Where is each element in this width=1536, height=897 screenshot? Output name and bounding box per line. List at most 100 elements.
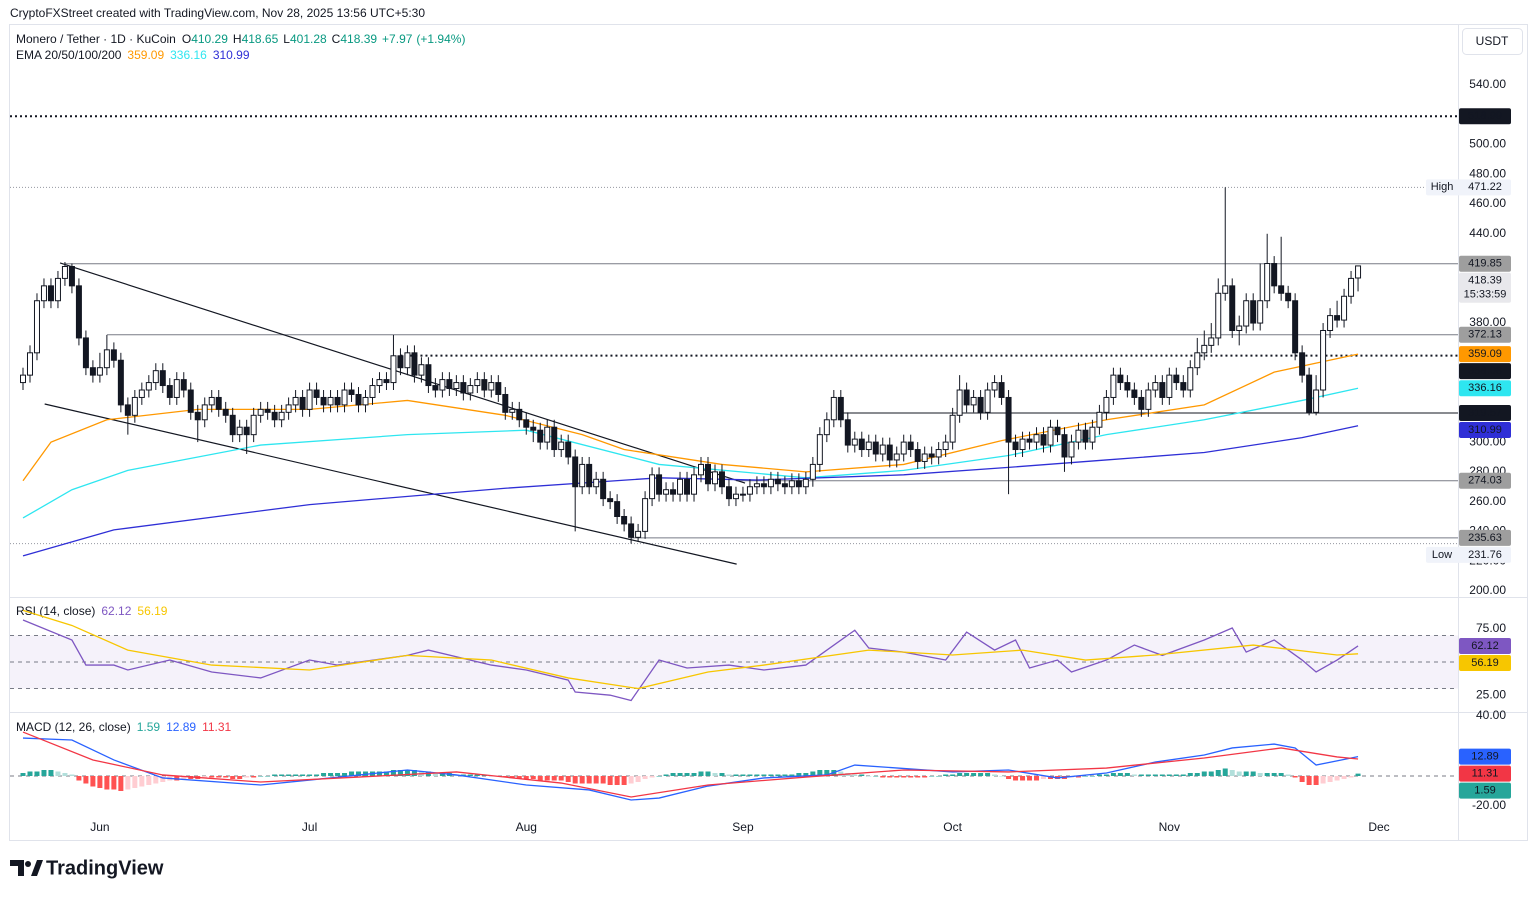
candle-body bbox=[802, 478, 809, 488]
candle-body bbox=[1194, 352, 1201, 369]
histogram-bar bbox=[873, 776, 879, 777]
candle-body bbox=[942, 441, 949, 451]
histogram-bar bbox=[27, 771, 33, 777]
histogram-bar bbox=[992, 774, 998, 777]
tag-value: 319.57 bbox=[1468, 407, 1502, 419]
histogram-bar bbox=[887, 776, 893, 778]
histogram-bar bbox=[1278, 773, 1284, 777]
candle-body bbox=[341, 389, 348, 406]
candle-body bbox=[1243, 300, 1250, 327]
tag-value: 274.03 bbox=[1468, 475, 1502, 487]
histogram-bar bbox=[335, 773, 341, 777]
histogram-bar bbox=[1264, 773, 1270, 777]
candle-body bbox=[1124, 382, 1131, 391]
candle-body bbox=[96, 367, 103, 376]
price-tag: Low 231.76 bbox=[1426, 546, 1511, 563]
histogram-bar bbox=[181, 776, 187, 779]
histogram-bar bbox=[866, 776, 872, 777]
candle-body bbox=[20, 374, 27, 384]
histogram-bar bbox=[1117, 773, 1123, 777]
candle-body bbox=[991, 382, 998, 391]
tag-value: 359.09 bbox=[1468, 348, 1502, 360]
candle-body bbox=[593, 478, 600, 488]
histogram-bar bbox=[656, 776, 662, 777]
candle-body bbox=[1131, 389, 1138, 398]
candle-body bbox=[418, 364, 425, 376]
candle-body bbox=[753, 483, 760, 488]
candle-body bbox=[215, 396, 222, 410]
histogram-bar bbox=[404, 770, 410, 777]
histogram-bar bbox=[1013, 776, 1019, 781]
ohlc-value: 418.65 bbox=[242, 32, 279, 46]
candle-body bbox=[572, 456, 579, 488]
price-tag: 359.09 bbox=[1459, 346, 1511, 363]
tag-value: 418.39 bbox=[1468, 275, 1502, 287]
candle-body bbox=[187, 389, 194, 413]
candle-body bbox=[1187, 367, 1194, 391]
histogram-bar bbox=[516, 776, 522, 779]
candle-body bbox=[635, 530, 642, 538]
candle-body bbox=[1159, 382, 1166, 398]
histogram-bar bbox=[1145, 774, 1151, 777]
tradingview-logo: TradingView bbox=[10, 857, 164, 879]
indicator-line bbox=[22, 609, 1359, 690]
histogram-bar bbox=[950, 774, 956, 777]
histogram-bar bbox=[300, 774, 306, 777]
candle-body bbox=[1110, 374, 1117, 398]
candle-body bbox=[439, 379, 446, 391]
candle-body bbox=[914, 449, 921, 462]
candle-body bbox=[145, 382, 152, 391]
histogram-bar bbox=[530, 776, 536, 779]
histogram-bar bbox=[1250, 771, 1256, 777]
histogram-bar bbox=[153, 776, 159, 784]
change: +7.97 bbox=[382, 32, 413, 46]
histogram-bar bbox=[922, 776, 928, 778]
candle-body bbox=[704, 463, 711, 485]
histogram-bar bbox=[328, 773, 334, 777]
candle-body bbox=[82, 337, 89, 369]
candle-body bbox=[935, 449, 942, 458]
ema-legend: EMA 20/50/100/200 359.09 336.16 310.99 bbox=[16, 48, 250, 62]
histogram-bar bbox=[125, 776, 131, 790]
histogram-bar bbox=[635, 776, 641, 782]
candle-body bbox=[851, 438, 858, 446]
histogram-bar bbox=[1096, 774, 1102, 777]
ohlc-value: 418.39 bbox=[340, 32, 377, 46]
candle-body bbox=[614, 501, 621, 517]
candle-body bbox=[1292, 300, 1299, 354]
tag-value: 336.16 bbox=[1468, 382, 1502, 394]
tag-bg bbox=[1459, 363, 1511, 380]
currency[interactable]: USDT bbox=[1476, 34, 1509, 48]
histogram-bar bbox=[1006, 776, 1012, 779]
tag-bg bbox=[1426, 546, 1511, 563]
histogram-bar bbox=[244, 776, 250, 778]
histogram-bar bbox=[726, 774, 732, 777]
histogram-bar bbox=[1285, 774, 1291, 777]
histogram-bar bbox=[174, 776, 180, 781]
candle-body bbox=[1215, 292, 1222, 339]
histogram-bar bbox=[985, 773, 991, 777]
candle-body bbox=[893, 453, 900, 461]
histogram-bar bbox=[1313, 776, 1319, 785]
currency-box[interactable] bbox=[1462, 28, 1523, 55]
candle-body bbox=[656, 474, 663, 495]
histogram-bar bbox=[1027, 776, 1033, 781]
candle-body bbox=[739, 493, 746, 496]
histogram-bar bbox=[614, 776, 620, 785]
candle-body bbox=[1166, 374, 1173, 398]
histogram-bar bbox=[852, 774, 858, 777]
histogram-bar bbox=[467, 774, 473, 777]
candle-body bbox=[264, 408, 271, 413]
candle-body bbox=[446, 379, 453, 390]
candle-body bbox=[1173, 374, 1180, 384]
credit: CryptoFXStreet created with TradingView.… bbox=[10, 6, 425, 20]
candle-body bbox=[523, 419, 530, 428]
histogram-bar bbox=[251, 776, 257, 778]
candle-body bbox=[1327, 315, 1334, 331]
histogram-bar bbox=[48, 770, 54, 777]
histogram-bar bbox=[202, 776, 208, 778]
ohlc-label: O bbox=[182, 32, 191, 46]
tag-bg bbox=[1459, 404, 1511, 421]
histogram-bar bbox=[740, 774, 746, 777]
